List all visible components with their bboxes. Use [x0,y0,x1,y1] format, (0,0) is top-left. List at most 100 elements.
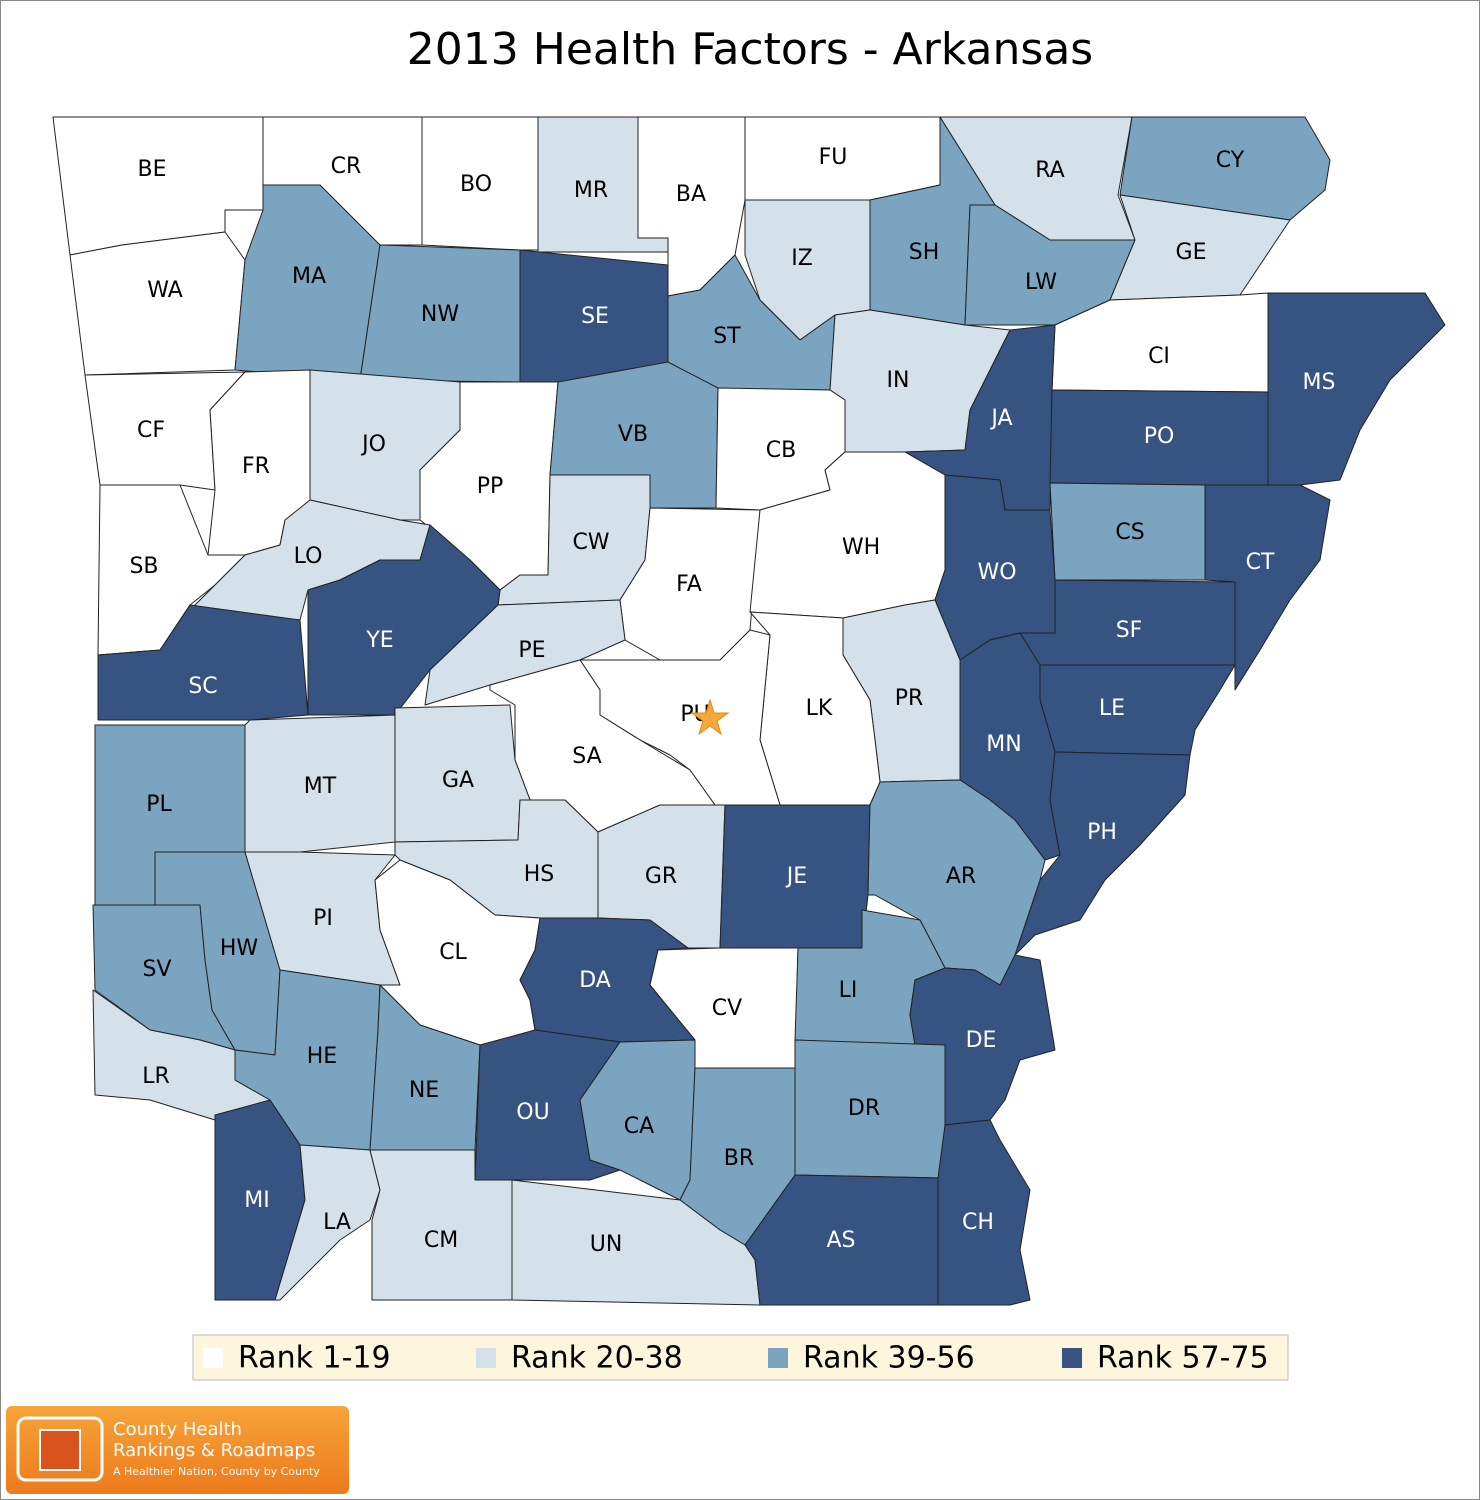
logo-icon [16,1416,104,1482]
county-label: FR [242,454,270,479]
county-label: BA [676,182,706,207]
county-label: CS [1115,520,1144,545]
county-label: NE [409,1078,439,1103]
logo-line2: Rankings & Roadmaps [113,1440,315,1461]
county-label: ST [713,324,741,349]
county [937,1119,1031,1306]
county-label: GR [645,864,677,889]
legend-label: Rank 20-38 [511,1341,683,1376]
county-label: JA [989,406,1012,431]
county-label: MN [986,732,1021,757]
county-label: YE [365,628,393,653]
county-label: PR [895,686,924,711]
county-label: WH [842,535,880,560]
county-label: PH [1087,820,1117,845]
county-label: MA [292,264,326,289]
legend-swatch [476,1348,496,1368]
legend-label: Rank 39-56 [803,1341,975,1376]
county-label: CH [962,1210,994,1235]
county-label: SF [1116,618,1143,643]
logo-line1: County Health [113,1419,242,1440]
logo-box [6,1406,349,1494]
county-label: SB [129,554,158,579]
county-label: AR [946,864,976,889]
county-label: HW [220,936,259,961]
county-label: SV [142,957,171,982]
county-label: CT [1246,550,1275,575]
county-label: NW [421,302,459,327]
county [579,1039,696,1201]
county-label: MR [574,178,608,203]
logo-icon-inner [39,1429,81,1471]
county-label: CI [1148,344,1170,369]
county-label: IN [887,368,910,393]
county [97,604,309,721]
county [1014,751,1191,956]
county-label: CL [439,940,467,965]
county-label: GA [442,768,474,793]
county-label: RA [1035,158,1064,183]
county-label: CV [712,996,742,1021]
legend-items: Rank 1-19 Rank 20-38 Rank 39-56 Rank 57-75 [203,1341,1269,1376]
title: 2013 Health Factors - Arkansas [407,24,1093,75]
county-label: LK [806,696,833,721]
legend-swatch [1062,1348,1082,1368]
county-label: PI [313,906,333,931]
county [421,116,539,251]
county-label: PP [477,474,504,499]
county-label: LA [323,1210,351,1235]
county-label: CW [572,530,609,555]
county-label: CM [424,1228,458,1253]
county-label: DE [966,1028,997,1053]
county-label: SC [188,674,217,699]
county-label: LR [142,1064,170,1089]
county-label: BO [460,172,492,197]
county-label: OU [516,1100,549,1125]
county-map: BE CR BO MR BA FU RA CY SH IZ LW GE WA MA NW SE ST IN CI MS… [52,116,1446,1306]
legend-swatch [768,1348,788,1368]
county-label: WA [147,278,183,303]
legend [192,1334,1289,1381]
county-label: HE [307,1044,337,1069]
county-label: JO [360,432,386,457]
county-label: PE [518,638,545,663]
county-label: CA [624,1114,654,1139]
county-label: BE [138,157,167,182]
county-label: LE [1099,696,1125,721]
county-label: CR [331,154,362,179]
legend-label: Rank 1-19 [238,1341,391,1376]
county-label: JE [785,864,807,889]
county-label: MS [1303,370,1336,395]
county-label: MT [304,774,337,799]
county-label: UN [590,1232,623,1257]
county-label: LI [839,978,858,1003]
county-label: SH [909,240,940,265]
county-label: PO [1144,424,1175,449]
capital-star [690,698,730,736]
logo-tagline: A Healthier Nation, County by County [113,1465,320,1478]
county-label: WO [977,560,1016,585]
county-label: PL [146,792,172,817]
county-label: FU [819,145,848,170]
county-label: BR [724,1146,754,1171]
county-label: IZ [791,246,813,271]
legend-label: Rank 57-75 [1097,1341,1269,1376]
county-label: CY [1216,148,1245,173]
county-label: AS [826,1228,855,1253]
county-label: LW [1025,270,1057,295]
county-label: HS [524,862,555,887]
county [1204,484,1331,691]
county-label: DA [579,968,611,993]
county-label: SA [572,744,601,769]
county-label: CB [766,438,796,463]
county-label: CF [137,418,165,443]
county-label: FA [676,572,702,597]
legend-swatch [203,1348,223,1368]
county-label: SE [581,304,609,329]
county-label: DR [848,1096,880,1121]
county-label: VB [618,422,648,447]
county-label: GE [1176,240,1207,265]
county [69,231,246,376]
county-label: MI [244,1188,269,1213]
